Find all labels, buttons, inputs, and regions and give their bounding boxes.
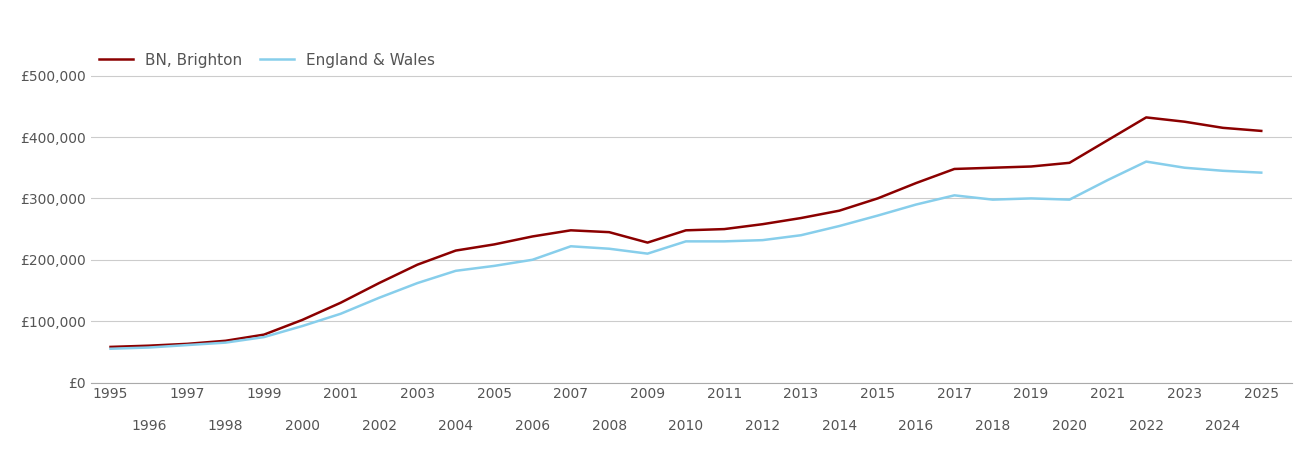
BN, Brighton <box>754 221 770 227</box>
England & Wales <box>946 193 962 198</box>
England & Wales <box>908 202 924 207</box>
England & Wales <box>1100 177 1116 183</box>
England & Wales <box>179 342 194 348</box>
BN, Brighton <box>793 216 809 221</box>
England & Wales <box>103 346 119 351</box>
England & Wales <box>793 233 809 238</box>
England & Wales <box>562 243 578 249</box>
Text: 2008: 2008 <box>591 418 626 432</box>
Text: 2010: 2010 <box>668 418 703 432</box>
England & Wales <box>256 334 271 340</box>
BN, Brighton <box>1177 119 1193 124</box>
Text: 2000: 2000 <box>284 418 320 432</box>
Text: 2020: 2020 <box>1052 418 1087 432</box>
England & Wales <box>1023 196 1039 201</box>
Text: 2022: 2022 <box>1129 418 1164 432</box>
BN, Brighton <box>831 208 847 213</box>
Line: BN, Brighton: BN, Brighton <box>111 117 1261 347</box>
England & Wales <box>410 280 425 286</box>
England & Wales <box>1215 168 1231 174</box>
BN, Brighton <box>256 332 271 338</box>
England & Wales <box>679 238 694 244</box>
BN, Brighton <box>487 242 502 247</box>
BN, Brighton <box>103 344 119 350</box>
England & Wales <box>218 340 234 345</box>
BN, Brighton <box>716 226 732 232</box>
BN, Brighton <box>602 230 617 235</box>
Line: England & Wales: England & Wales <box>111 162 1261 349</box>
BN, Brighton <box>639 240 655 245</box>
Text: 2004: 2004 <box>438 418 474 432</box>
BN, Brighton <box>679 228 694 233</box>
England & Wales <box>333 311 348 316</box>
Legend: BN, Brighton, England & Wales: BN, Brighton, England & Wales <box>99 53 435 68</box>
BN, Brighton <box>1100 137 1116 143</box>
England & Wales <box>639 251 655 256</box>
BN, Brighton <box>525 234 540 239</box>
England & Wales <box>448 268 463 274</box>
Text: 2012: 2012 <box>745 418 780 432</box>
England & Wales <box>716 238 732 244</box>
England & Wales <box>985 197 1001 202</box>
England & Wales <box>602 246 617 252</box>
BN, Brighton <box>141 343 157 348</box>
Text: 2018: 2018 <box>975 418 1010 432</box>
Text: 2016: 2016 <box>898 418 933 432</box>
BN, Brighton <box>946 166 962 171</box>
BN, Brighton <box>448 248 463 253</box>
England & Wales <box>870 213 886 218</box>
BN, Brighton <box>1023 164 1039 169</box>
England & Wales <box>1138 159 1154 164</box>
Text: 2006: 2006 <box>515 418 549 432</box>
BN, Brighton <box>295 317 311 323</box>
England & Wales <box>487 263 502 269</box>
BN, Brighton <box>371 280 386 286</box>
BN, Brighton <box>985 165 1001 171</box>
England & Wales <box>1253 170 1268 176</box>
England & Wales <box>1062 197 1078 202</box>
Text: 1998: 1998 <box>207 418 243 432</box>
England & Wales <box>141 345 157 350</box>
BN, Brighton <box>870 196 886 201</box>
England & Wales <box>754 238 770 243</box>
England & Wales <box>831 223 847 229</box>
Text: 2002: 2002 <box>361 418 397 432</box>
Text: 2024: 2024 <box>1206 418 1241 432</box>
Text: 1996: 1996 <box>130 418 167 432</box>
England & Wales <box>1177 165 1193 171</box>
BN, Brighton <box>1062 160 1078 166</box>
England & Wales <box>371 295 386 301</box>
England & Wales <box>525 257 540 262</box>
BN, Brighton <box>1253 128 1268 134</box>
BN, Brighton <box>218 338 234 343</box>
Text: 2014: 2014 <box>822 418 857 432</box>
BN, Brighton <box>908 180 924 186</box>
BN, Brighton <box>562 228 578 233</box>
BN, Brighton <box>1138 115 1154 120</box>
BN, Brighton <box>333 300 348 306</box>
BN, Brighton <box>1215 125 1231 130</box>
BN, Brighton <box>410 262 425 267</box>
BN, Brighton <box>179 341 194 346</box>
England & Wales <box>295 324 311 329</box>
